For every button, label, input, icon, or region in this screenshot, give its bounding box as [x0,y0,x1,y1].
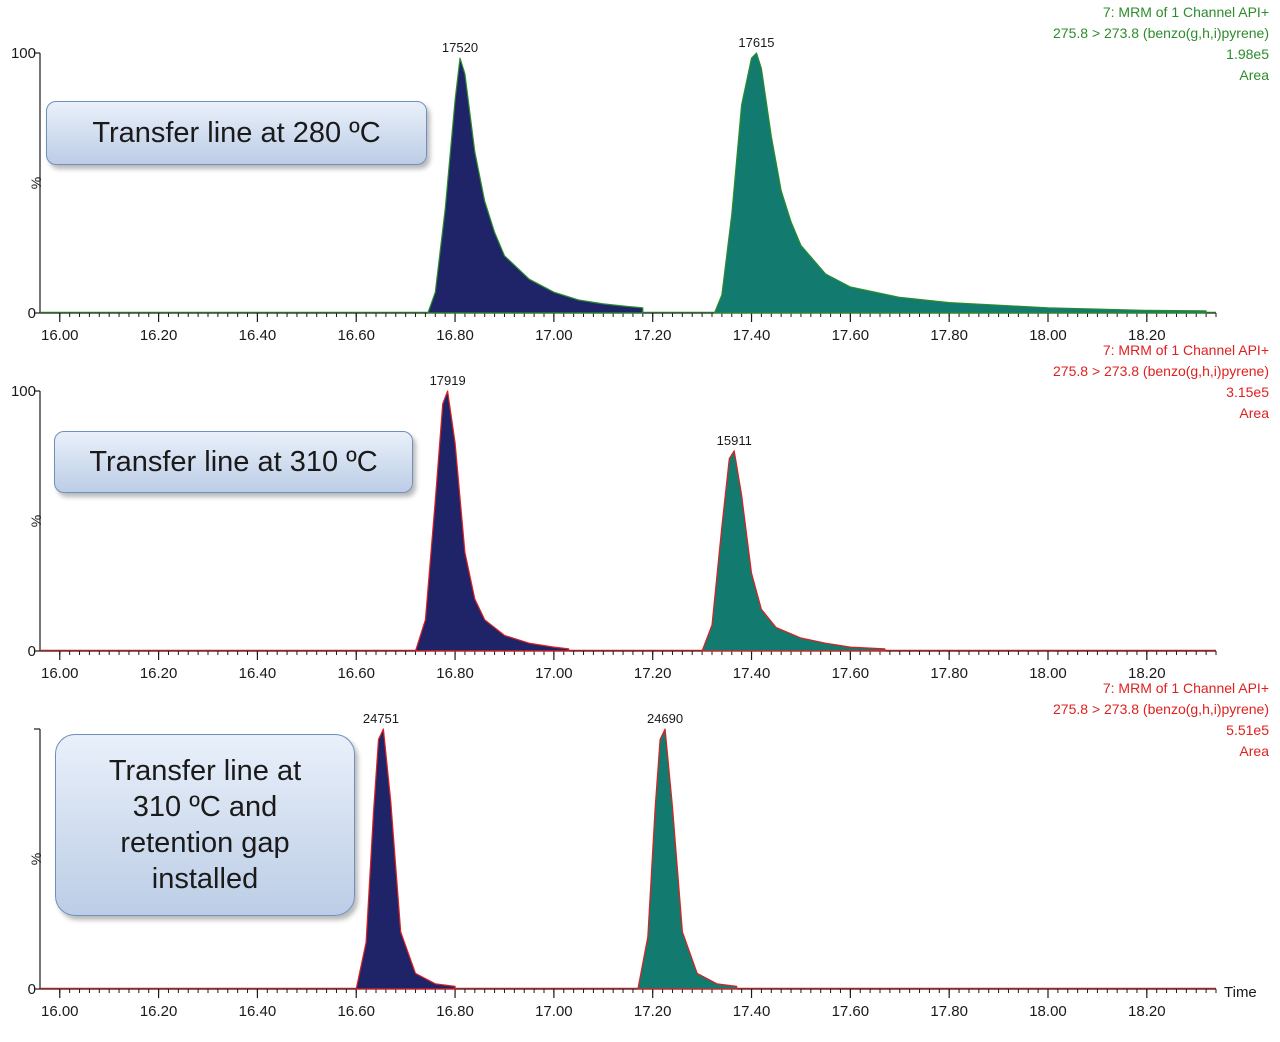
peak-label-2: 15911 [717,433,752,448]
peak-area-2 [637,728,738,990]
callout-transfer-line-280: Transfer line at 280 ºC [46,101,427,165]
legend-line: 7: MRM of 1 Channel API+ [1103,680,1269,696]
y-tick-label: 100 [11,383,36,400]
chart-panel-3: 0% 16.00 16.20 16.40 16.60 16.80 17.00 17.20 17.… [28,680,1270,1020]
chart-panel-1: 100 0% 16.00 16.20 16.40 16.60 16.80 17.00 17.20… [11,4,1269,344]
x-tick-label: 16.40 [239,665,277,682]
y-axis-label: % [28,177,44,189]
legend-line: 7: MRM of 1 Channel API+ [1103,342,1269,358]
x-tick-label: 17.40 [733,665,771,682]
peak-label-2: 24690 [647,711,683,726]
x-tick-label: 17.80 [930,1003,968,1020]
x-tick-label: 16.40 [239,327,277,344]
x-tick-label: 17.80 [930,665,968,682]
x-tick-label: 16.60 [337,665,375,682]
x-tick-label: 17.80 [930,327,968,344]
legend-line: Area [1239,405,1269,421]
x-tick-label: 18.00 [1029,327,1067,344]
x-tick-label: 17.20 [634,1003,672,1020]
peak-label-1: 17520 [442,40,478,55]
x-tick-label: 16.80 [436,665,474,682]
legend-line: 3.15e5 [1226,384,1269,400]
x-tick-label: 18.20 [1128,665,1166,682]
x-tick-label: 17.60 [832,327,870,344]
legend-line: 275.8 > 273.8 (benzo(g,h,i)pyrene) [1053,363,1269,379]
y-tick-label: 100 [11,45,36,62]
x-tick-label: 17.00 [535,327,573,344]
legend-line: Area [1239,67,1269,83]
x-tick-label: 16.20 [140,327,178,344]
x-tick-label: 16.00 [41,1003,79,1020]
x-tick-label: 17.00 [535,665,573,682]
peak-label-1: 17919 [430,373,466,388]
callout-transfer-line-310-retention-gap: Transfer line at 310 ºC and retention ga… [55,734,355,916]
x-tick-label: 16.60 [337,1003,375,1020]
x-tick-label: 16.80 [436,1003,474,1020]
peak-area-1 [355,728,456,990]
peak-area-2 [701,450,886,652]
peak-area-1 [427,57,644,314]
x-tick-label: 18.00 [1029,1003,1067,1020]
legend-line: Area [1239,743,1269,759]
x-axis-label: Time [1224,984,1257,1001]
x-tick-label: 16.40 [239,1003,277,1020]
y-tick-label: 0 [28,981,36,998]
y-axis-label: % [28,515,44,527]
x-tick-label: 17.40 [733,327,771,344]
peak-label-2: 17615 [738,35,774,50]
y-tick-label: 0 [28,305,36,322]
legend-line: 275.8 > 273.8 (benzo(g,h,i)pyrene) [1053,25,1269,41]
callout-transfer-line-310: Transfer line at 310 ºC [54,431,413,493]
x-tick-label: 16.00 [41,327,79,344]
chart-panel-2: 100 0% 16.00 16.20 16.40 16.60 16.80 17.00 17.20… [11,342,1269,682]
y-tick-label: 0 [28,643,36,660]
legend-line: 5.51e5 [1226,722,1269,738]
x-tick-label: 18.20 [1128,327,1166,344]
peak-area-2 [713,52,1207,314]
x-tick-label: 16.60 [337,327,375,344]
x-tick-label: 17.60 [832,665,870,682]
legend-line: 7: MRM of 1 Channel API+ [1103,4,1269,20]
x-tick-label: 16.00 [41,665,79,682]
x-tick-label: 17.60 [832,1003,870,1020]
x-tick-label: 18.00 [1029,665,1067,682]
y-axis-label: % [28,853,44,865]
peak-area-1 [414,390,570,652]
x-tick-label: 16.20 [140,665,178,682]
x-tick-label: 17.20 [634,665,672,682]
x-tick-label: 17.20 [634,327,672,344]
peak-label-1: 24751 [363,711,399,726]
x-tick-label: 16.20 [140,1003,178,1020]
x-tick-label: 18.20 [1128,1003,1166,1020]
x-tick-label: 16.80 [436,327,474,344]
x-tick-label: 17.00 [535,1003,573,1020]
legend-line: 275.8 > 273.8 (benzo(g,h,i)pyrene) [1053,701,1269,717]
x-tick-label: 17.40 [733,1003,771,1020]
legend-line: 1.98e5 [1226,46,1269,62]
